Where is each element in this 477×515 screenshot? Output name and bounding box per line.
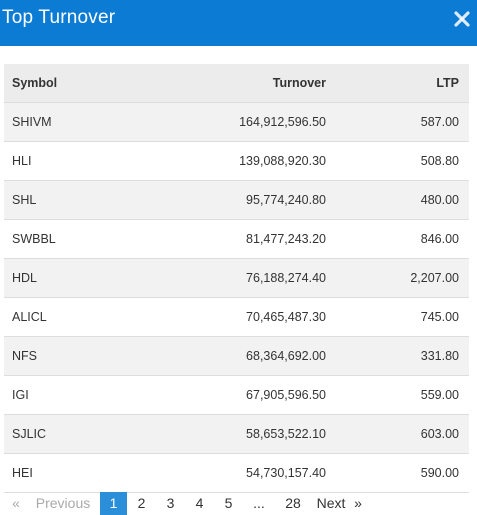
table-row: SJLIC 58,653,522.10 603.00 <box>4 414 469 454</box>
pagination: « Previous 1 2 3 4 5 ... 28 Next » <box>6 492 365 515</box>
page-3-button[interactable]: 3 <box>166 495 175 511</box>
symbol-cell: ALICL <box>4 297 134 337</box>
ltp-cell: 745.00 <box>339 297 469 337</box>
turnover-cell: 95,774,240.80 <box>134 180 339 220</box>
table-row: HEI 54,730,157.40 590.00 <box>4 453 469 493</box>
prev-arrow-icon: « <box>12 495 20 511</box>
symbol-cell: IGI <box>4 375 134 415</box>
page-5-button[interactable]: 5 <box>224 495 233 511</box>
modal-header: Top Turnover <box>0 0 477 46</box>
symbol-cell: SJLIC <box>4 414 134 454</box>
turnover-cell: 70,465,487.30 <box>134 297 339 337</box>
table-row: SHL 95,774,240.80 480.00 <box>4 180 469 220</box>
column-header-symbol[interactable]: Symbol <box>4 64 134 103</box>
ltp-cell: 480.00 <box>339 180 469 220</box>
previous-button: Previous <box>35 495 91 511</box>
modal-title: Top Turnover <box>2 7 116 28</box>
symbol-cell: SHIVM <box>4 102 134 142</box>
symbol-cell: NFS <box>4 336 134 376</box>
symbol-cell: HEI <box>4 453 134 493</box>
next-arrow-icon[interactable]: » <box>354 495 362 511</box>
table-row: SWBBL 81,477,243.20 846.00 <box>4 219 469 259</box>
turnover-table: Symbol Turnover LTP SHIVM 164,912,596.50… <box>4 64 469 493</box>
pagination-ellipsis: ... <box>253 495 265 511</box>
symbol-cell: HDL <box>4 258 134 298</box>
column-header-turnover[interactable]: Turnover <box>134 64 339 103</box>
next-button[interactable]: Next <box>316 495 346 511</box>
turnover-cell: 76,188,274.40 <box>134 258 339 298</box>
ltp-cell: 846.00 <box>339 219 469 259</box>
symbol-cell: SWBBL <box>4 219 134 259</box>
symbol-cell: SHL <box>4 180 134 220</box>
table-header-row: Symbol Turnover LTP <box>4 64 469 103</box>
ltp-cell: 587.00 <box>339 102 469 142</box>
turnover-cell: 67,905,596.50 <box>134 375 339 415</box>
turnover-cell: 58,653,522.10 <box>134 414 339 454</box>
table-row: NFS 68,364,692.00 331.80 <box>4 336 469 376</box>
ltp-cell: 559.00 <box>339 375 469 415</box>
turnover-cell: 54,730,157.40 <box>134 453 339 493</box>
ltp-cell: 2,207.00 <box>339 258 469 298</box>
page-2-button[interactable]: 2 <box>137 495 146 511</box>
symbol-cell: HLI <box>4 141 134 181</box>
ltp-cell: 590.00 <box>339 453 469 493</box>
page-4-button[interactable]: 4 <box>195 495 204 511</box>
page-1-button[interactable]: 1 <box>100 492 127 515</box>
table-row: IGI 67,905,596.50 559.00 <box>4 375 469 415</box>
table-row: SHIVM 164,912,596.50 587.00 <box>4 102 469 142</box>
turnover-cell: 68,364,692.00 <box>134 336 339 376</box>
close-icon[interactable] <box>453 7 471 29</box>
column-header-ltp[interactable]: LTP <box>339 64 469 103</box>
ltp-cell: 508.80 <box>339 141 469 181</box>
table-row: HDL 76,188,274.40 2,207.00 <box>4 258 469 298</box>
table-row: ALICL 70,465,487.30 745.00 <box>4 297 469 337</box>
ltp-cell: 331.80 <box>339 336 469 376</box>
turnover-cell: 81,477,243.20 <box>134 219 339 259</box>
page-28-button[interactable]: 28 <box>285 495 301 511</box>
turnover-cell: 139,088,920.30 <box>134 141 339 181</box>
table-row: HLI 139,088,920.30 508.80 <box>4 141 469 181</box>
turnover-cell: 164,912,596.50 <box>134 102 339 142</box>
ltp-cell: 603.00 <box>339 414 469 454</box>
